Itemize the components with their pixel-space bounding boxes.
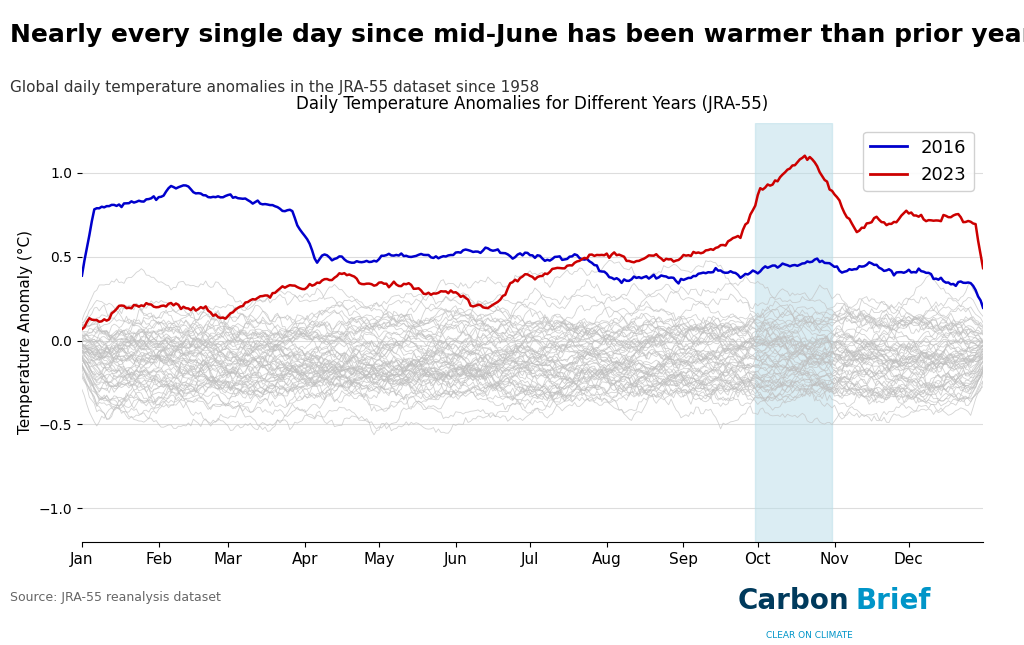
Bar (756, 123, 833, 542)
Text: CLEAR ON CLIMATE: CLEAR ON CLIMATE (766, 631, 853, 640)
Legend: 2016, 2023: 2016, 2023 (863, 132, 974, 191)
Title: Daily Temperature Anomalies for Different Years (JRA-55): Daily Temperature Anomalies for Differen… (296, 95, 769, 113)
Text: Source: JRA-55 reanalysis dataset: Source: JRA-55 reanalysis dataset (10, 591, 221, 604)
Y-axis label: Temperature Anomaly (°C): Temperature Anomaly (°C) (18, 230, 33, 434)
Text: Nearly every single day since mid-June has been warmer than prior years: Nearly every single day since mid-June h… (10, 23, 1024, 46)
Text: Brief: Brief (855, 587, 931, 615)
Text: Global daily temperature anomalies in the JRA-55 dataset since 1958: Global daily temperature anomalies in th… (10, 81, 540, 95)
Text: Carbon: Carbon (737, 587, 849, 615)
